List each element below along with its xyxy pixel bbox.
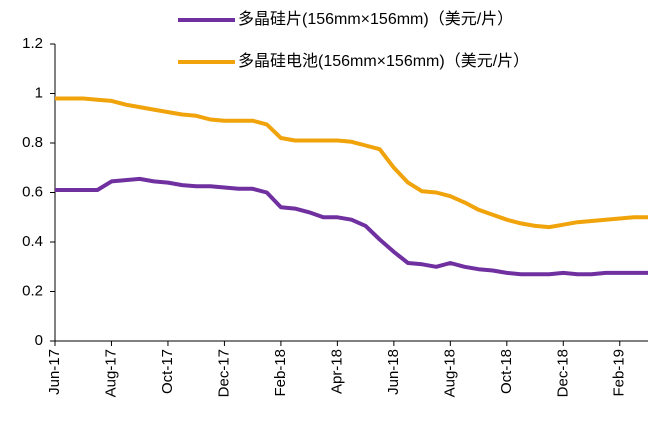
x-tick-label: Oct-17 (159, 349, 176, 394)
x-tick-label: Feb-19 (611, 349, 628, 397)
legend-label: 多晶硅片(156mm×156mm)（美元/片） (238, 10, 513, 28)
x-tick-label: Oct-18 (498, 349, 515, 394)
x-tick-label: Jun-18 (385, 349, 402, 395)
x-tick-label: Apr-18 (328, 349, 345, 394)
y-tick-label: 0.8 (22, 134, 43, 151)
y-tick-label: 1 (35, 84, 43, 101)
series-line (55, 96, 648, 230)
y-tick-label: 1.2 (22, 35, 43, 52)
x-tick-label: Dec-18 (554, 349, 571, 397)
series-line (55, 176, 648, 277)
y-tick-label: 0.6 (22, 183, 43, 200)
legend-label: 多晶硅电池(156mm×156mm)（美元/片） (238, 52, 529, 70)
y-tick-label: 0 (35, 332, 43, 349)
x-tick-label: Aug-17 (102, 349, 119, 397)
y-tick-label: 0.2 (22, 282, 43, 299)
y-tick-label: 0.4 (22, 233, 43, 250)
x-tick-label: Dec-17 (215, 349, 232, 397)
x-tick-label: Aug-18 (441, 349, 458, 397)
x-tick-label: Feb-18 (272, 349, 289, 397)
x-tick-label: Jun-17 (46, 349, 63, 395)
